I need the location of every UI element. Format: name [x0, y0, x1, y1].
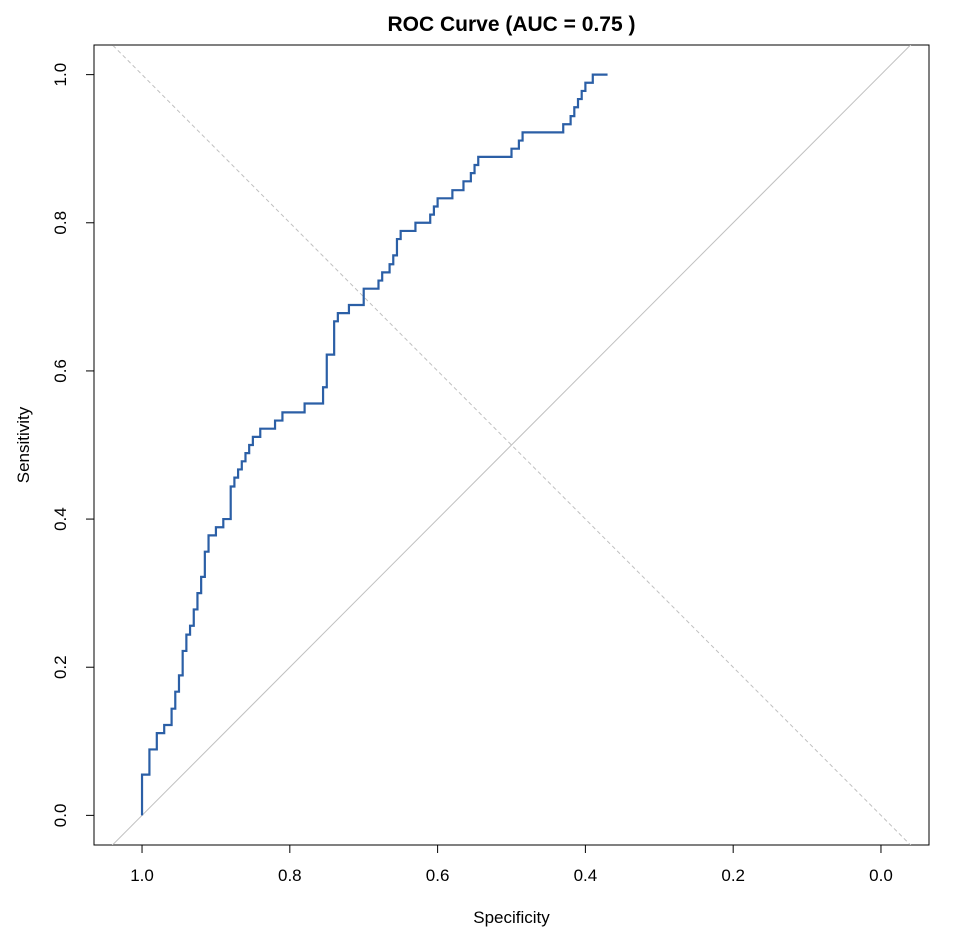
y-tick-label: 0.0 [51, 804, 70, 828]
y-axis: 0.0 0.2 0.4 0.6 0.8 1.0 [51, 63, 95, 828]
y-axis-label: Sensitivity [14, 406, 33, 483]
x-tick-label: 0.8 [278, 866, 302, 885]
y-tick-label: 0.6 [51, 359, 70, 383]
y-tick-label: 0.8 [51, 211, 70, 235]
roc-curve-layer [140, 73, 608, 816]
x-tick-label: 0.2 [721, 866, 745, 885]
x-tick-label: 1.0 [130, 866, 154, 885]
x-tick-label: 0.6 [426, 866, 450, 885]
y-tick-label: 0.4 [51, 507, 70, 531]
x-axis-label: Specificity [473, 908, 550, 927]
x-tick-label: 0.0 [869, 866, 893, 885]
y-tick-label: 1.0 [51, 63, 70, 87]
x-tick-label: 0.4 [574, 866, 598, 885]
y-tick-label: 0.2 [51, 655, 70, 679]
chart-title: ROC Curve (AUC = 0.75 ) [388, 13, 636, 36]
x-axis: 1.0 0.8 0.6 0.4 0.2 0.0 [130, 844, 893, 885]
roc-curve-line [140, 73, 608, 816]
